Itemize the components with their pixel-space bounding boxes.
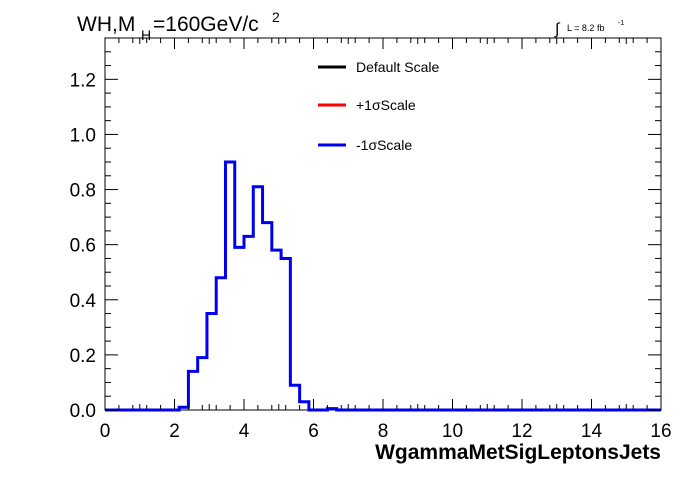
chart-title: WH,M H =160GeV/c 2 (77, 9, 280, 43)
x-tick-label: 0 (100, 421, 111, 442)
x-tick-label: 12 (511, 421, 532, 442)
y-tick-label: 0.6 (70, 236, 96, 257)
legend-label: +1σScale (356, 97, 416, 113)
series-line (105, 160, 661, 412)
x-tick-label: 4 (239, 421, 250, 442)
plot-frame (104, 37, 662, 411)
x-tick-label: 16 (650, 421, 671, 442)
legend-label: Default Scale (356, 59, 439, 75)
y-tick-label: 0.2 (70, 346, 96, 367)
y-tick-label: 0.4 (70, 291, 97, 312)
x-axis-title: WgammaMetSigLeptonsJets (375, 441, 661, 464)
y-tick-label: 0.8 (70, 181, 96, 202)
title-subscript: H (141, 27, 151, 43)
legend: Default Scale +1σScale -1σScale (318, 59, 439, 153)
y-axis: 0.0 0.2 0.4 0.6 0.8 1.0 1.2 (70, 37, 661, 422)
x-tick-label: 8 (378, 421, 389, 442)
integral-icon: ∫ (554, 21, 561, 38)
x-tick-label: 14 (581, 421, 603, 442)
title-main: WH,M (77, 13, 135, 36)
luminosity-label: ∫ L = 8.2 fb -1 (554, 20, 624, 38)
x-axis: 0 2 4 6 8 10 12 14 16 (100, 38, 672, 442)
lumi-text: L = 8.2 fb (567, 23, 604, 33)
y-tick-label: 1.2 (70, 70, 96, 91)
series-layer (105, 160, 661, 412)
x-tick-label: 10 (442, 421, 463, 442)
x-tick-label: 6 (308, 421, 319, 442)
title-rest: =160GeV/c (153, 13, 259, 36)
legend-label: -1σScale (356, 137, 412, 153)
y-tick-label: 1.0 (70, 125, 96, 146)
x-tick-label: 2 (169, 421, 180, 442)
title-superscript: 2 (272, 9, 280, 25)
lumi-superscript: -1 (618, 20, 624, 27)
y-tick-label: 0.0 (70, 401, 96, 422)
